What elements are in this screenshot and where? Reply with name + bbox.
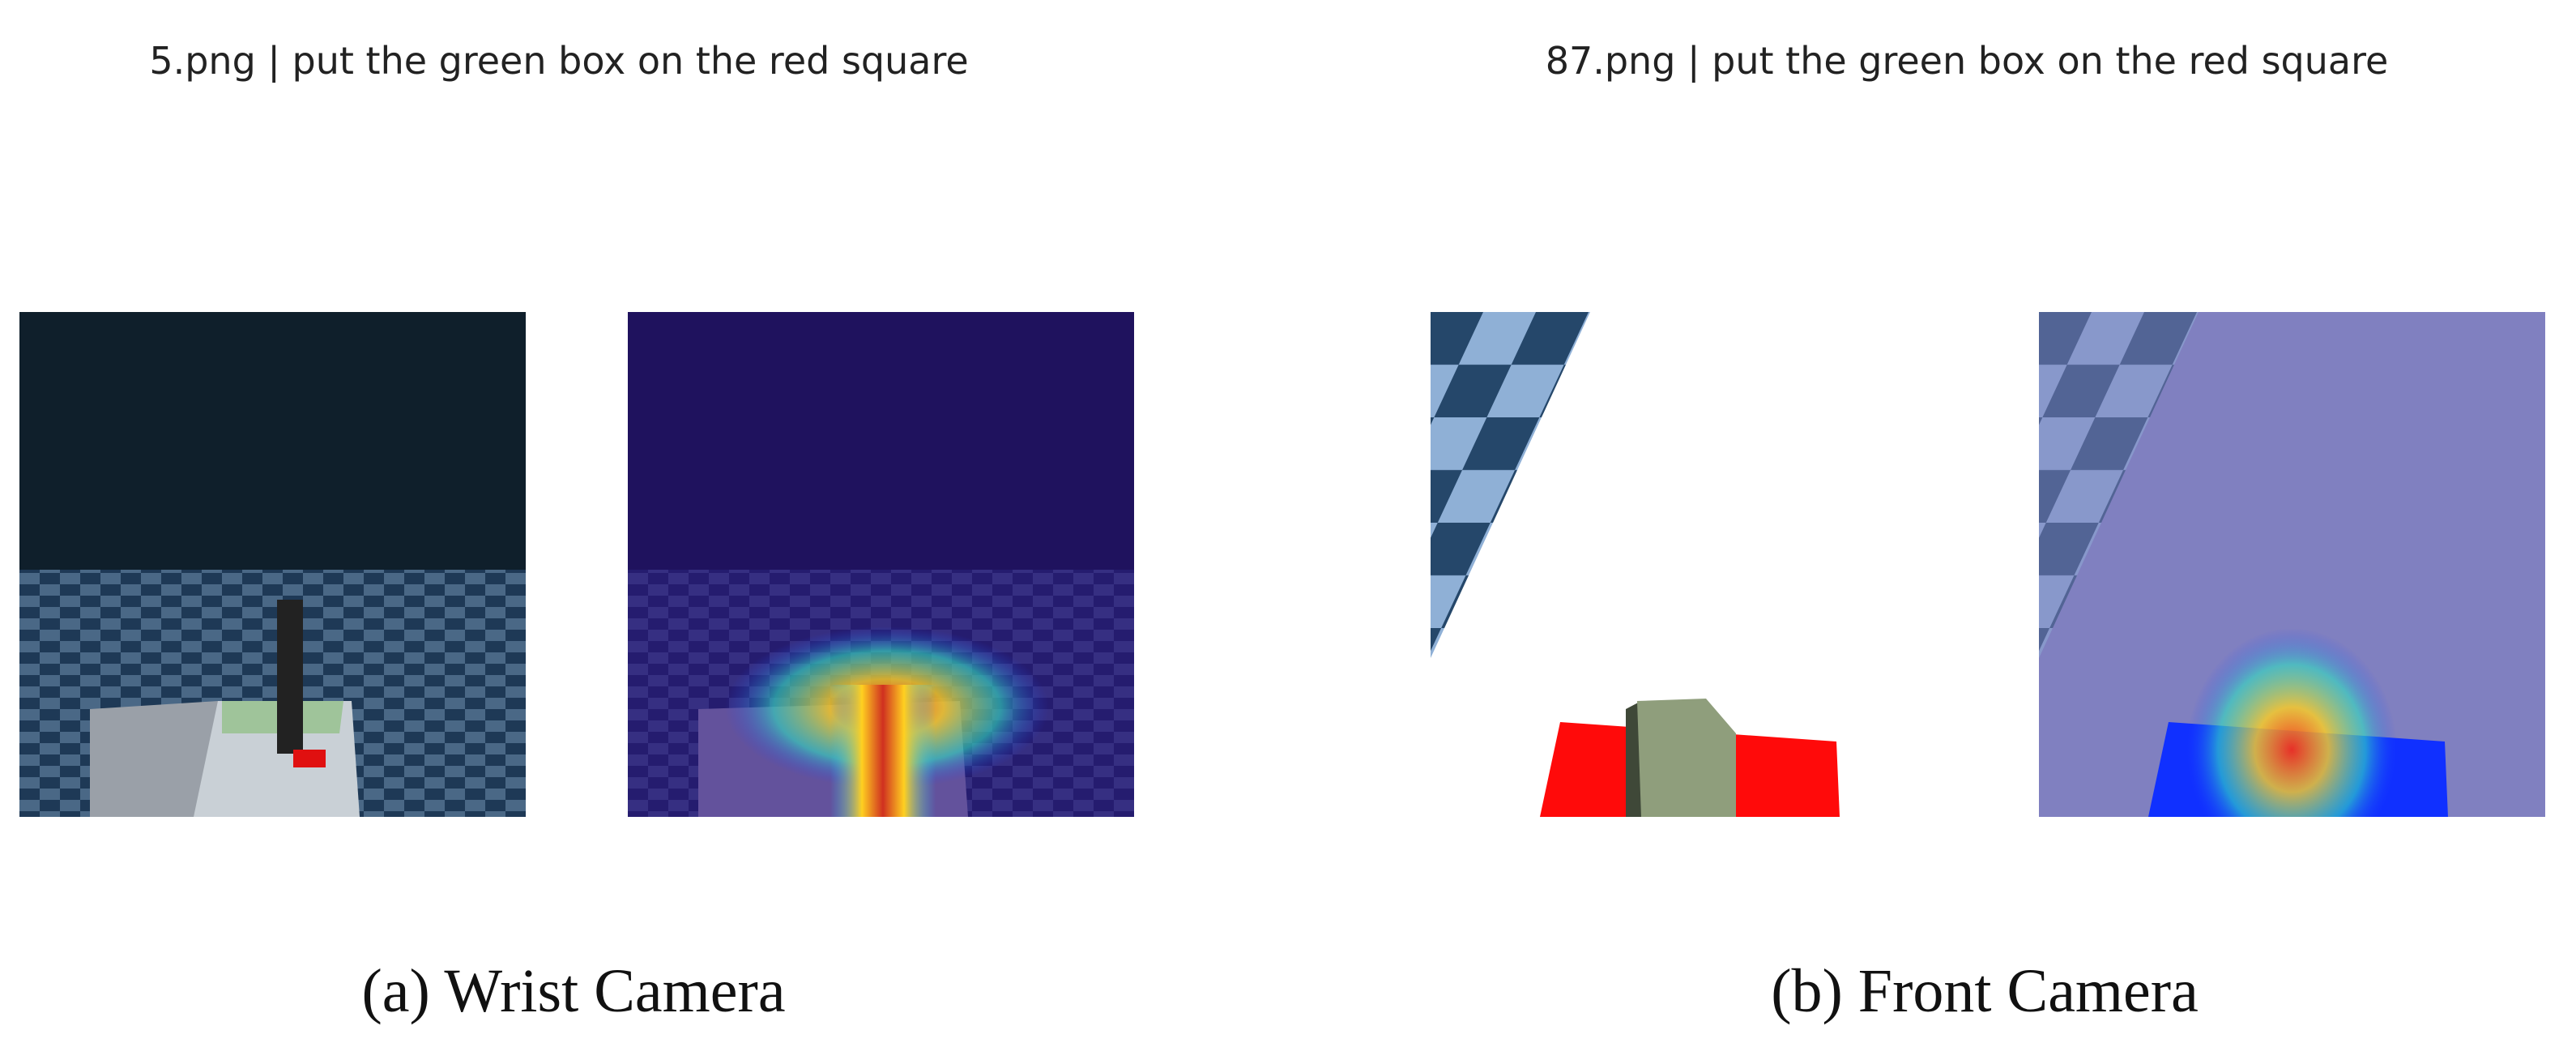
sky bbox=[19, 312, 526, 570]
wrist-heatmap bbox=[628, 312, 1134, 817]
box-side bbox=[1626, 701, 1641, 817]
gray-box bbox=[90, 701, 222, 817]
heat-strip bbox=[830, 685, 936, 817]
checker bbox=[1431, 312, 1590, 658]
robot bbox=[277, 600, 303, 754]
wrist-image bbox=[19, 312, 526, 817]
panel-caption: (a) Wrist Camera bbox=[361, 957, 786, 1025]
heat-blob bbox=[2186, 628, 2397, 817]
front-image bbox=[1431, 312, 1937, 817]
front-heatmap bbox=[2039, 312, 2545, 817]
panel-title: 5.png | put the green box on the red squ… bbox=[149, 39, 969, 83]
panel-caption: (b) Front Camera bbox=[1771, 957, 2199, 1025]
green-box bbox=[1637, 699, 1736, 817]
red-square bbox=[293, 750, 326, 767]
checker bbox=[2039, 312, 2199, 658]
panel-title: 87.png | put the green box on the red sq… bbox=[1545, 39, 2389, 83]
